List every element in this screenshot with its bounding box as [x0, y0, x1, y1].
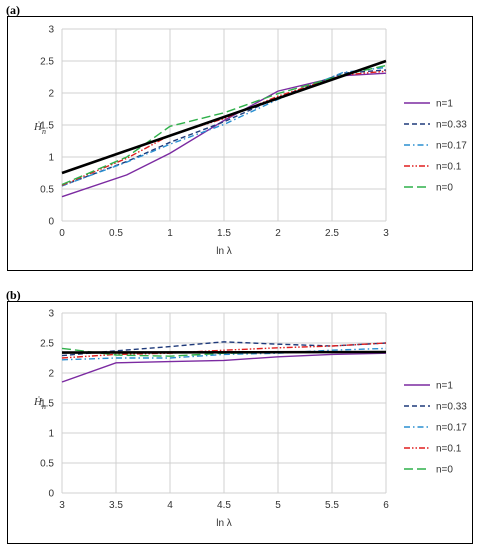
chart-b-xtick-label: 4.5 [217, 500, 231, 511]
chart-b-xtick-label: 5 [275, 500, 281, 511]
chart-b-xtick-label: 5.5 [325, 500, 339, 511]
chart-b-xtick-label: 6 [383, 500, 389, 511]
chart-b-legend-label: n=0 [436, 465, 453, 476]
chart-b-xtick-label: 4 [167, 500, 173, 511]
panel-a-label: (a) [6, 3, 20, 17]
chart-a-ytick-label: 3 [48, 25, 54, 36]
chart-a-xtick-label: 0 [59, 228, 65, 239]
chart-a-ytick-label: 1.5 [40, 121, 54, 132]
chart-a-ytick-label: 2.5 [40, 57, 54, 68]
panel-b-frame [7, 301, 473, 544]
chart-b-ytick-label: 2 [48, 369, 54, 380]
chart-a-legend-label: n=0.1 [436, 162, 462, 173]
chart-a-legend-label: n=0 [436, 183, 453, 194]
chart-b-xlabel: ln λ [216, 518, 232, 529]
panel-b-label: (b) [6, 288, 21, 302]
chart-a-legend-label: n=0.17 [436, 141, 467, 152]
chart-b-ytick-label: 3 [48, 309, 54, 320]
chart-b-series-n-1 [61, 352, 387, 383]
chart-b-ytick-label: 2.5 [40, 339, 54, 350]
chart-b-ytick-label: 0 [48, 489, 54, 500]
chart-b-series-n-0-17 [61, 347, 387, 361]
chart-a-ytick-label: 2 [48, 89, 54, 100]
panel-a-frame [7, 16, 473, 271]
chart-b-xtick-label: 3 [59, 500, 65, 511]
chart-b-legend-label: n=0.33 [436, 402, 467, 413]
chart-a-ytick-label: 0 [48, 217, 54, 228]
chart-a-series-n-0-17 [61, 66, 387, 187]
chart-b-ylabel-sub: n [42, 402, 46, 411]
chart-a-xlabel: ln λ [216, 246, 232, 257]
chart-a-xtick-label: 2 [275, 228, 281, 239]
chart-b-xtick-label: 3.5 [109, 500, 123, 511]
chart-b-series-n-0-33 [61, 341, 387, 357]
chart-b-ytick-label: 0.5 [40, 459, 54, 470]
chart-a-series-fit-line [61, 59, 387, 175]
chart-b-legend-label: n=1 [436, 381, 453, 392]
chart-b-series-fit-line [61, 350, 387, 354]
chart-b-ytick-label: 1.5 [40, 399, 54, 410]
chart-b-legend-label: n=0.1 [436, 444, 462, 455]
chart-a-ylabel-sub: n [42, 127, 46, 136]
chart-a-xtick-label: 1 [167, 228, 173, 239]
chart-a-xtick-label: 0.5 [109, 228, 123, 239]
chart-a-ytick-label: 0.5 [40, 185, 54, 196]
chart-a-xtick-label: 1.5 [217, 228, 231, 239]
chart-a-xtick-label: 2.5 [325, 228, 339, 239]
chart-a-ytick-label: 1 [48, 153, 54, 164]
chart-a-xtick-label: 3 [383, 228, 389, 239]
chart-a-legend-label: n=1 [436, 99, 453, 110]
chart-a-legend-label: n=0.33 [436, 120, 467, 131]
chart-b-ytick-label: 1 [48, 429, 54, 440]
chart-b-legend-label: n=0.17 [436, 423, 467, 434]
